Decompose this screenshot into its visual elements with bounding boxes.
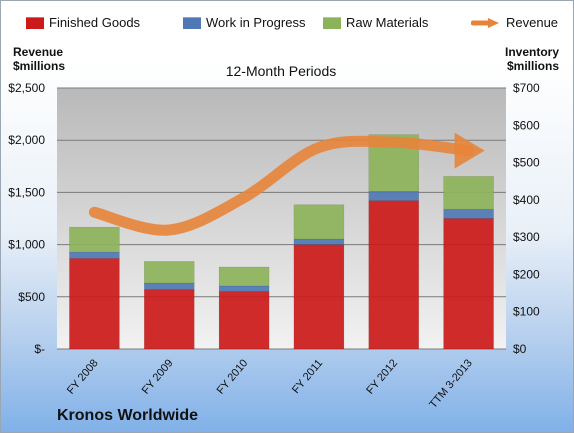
legend-swatch — [470, 17, 501, 29]
legend-item-raw-materials: Raw Materials — [323, 15, 428, 30]
right-tick-label: $100 — [513, 305, 540, 319]
right-axis-title-line1: Inventory — [504, 45, 559, 59]
left-tick-label: $- — [34, 342, 45, 356]
right-tick-label: $500 — [513, 156, 540, 170]
revenue-line — [88, 135, 475, 236]
right-tick-label: $600 — [513, 118, 540, 132]
bar-finished-goods — [443, 218, 494, 350]
bar-raw-materials — [293, 204, 345, 240]
bar-work-in-progress — [218, 285, 270, 292]
left-axis-title: Revenue $millions — [13, 45, 65, 73]
bar-work-in-progress — [144, 282, 195, 290]
category-label: FY 2009 — [140, 357, 176, 396]
right-tick-label: $0 — [513, 342, 527, 356]
bar-work-in-progress — [293, 238, 345, 245]
right-tick-label: $700 — [513, 81, 540, 95]
category-label: FY 2011 — [290, 357, 325, 396]
revenue-arrowhead — [454, 132, 485, 169]
bar-work-in-progress — [368, 191, 419, 201]
legend-label: Raw Materials — [346, 15, 429, 30]
bar-work-in-progress — [69, 251, 120, 259]
chart-subtitle: 12-Month Periods — [225, 63, 337, 79]
left-tick-label: $2,000 — [8, 133, 45, 147]
legend-swatch — [323, 16, 341, 29]
legend-swatch — [183, 16, 201, 29]
bar-raw-materials — [443, 176, 494, 210]
category-label: TTM 3-2013 — [427, 357, 475, 411]
right-tick-label: $200 — [513, 267, 540, 281]
bar-raw-materials — [69, 226, 120, 253]
left-tick-label: $500 — [18, 290, 45, 304]
legend-label: Finished Goods — [49, 15, 141, 30]
bar-finished-goods — [144, 289, 195, 350]
right-tick-label: $400 — [513, 193, 540, 207]
right-tick-label: $300 — [513, 230, 540, 244]
legend-item-finished-goods: Finished Goods — [26, 15, 140, 30]
right-axis-title: Inventory $millions — [505, 45, 559, 73]
bar-raw-materials — [218, 266, 270, 287]
bar-finished-goods — [69, 258, 120, 350]
bar-work-in-progress — [443, 208, 494, 219]
bar-finished-goods — [293, 244, 345, 350]
left-tick-label: $1,500 — [8, 185, 45, 199]
plot-area — [57, 88, 506, 349]
legend: Finished Goods Work in Progress Raw Materi… — [1, 15, 573, 33]
legend-label: Revenue — [506, 15, 559, 30]
left-tick-label: $1,000 — [8, 238, 45, 252]
legend-item-work-in-progress: Work in Progress — [183, 15, 305, 30]
category-label: FY 2008 — [65, 357, 101, 396]
category-label: FY 2012 — [364, 357, 400, 396]
category-label: FY 2010 — [215, 357, 251, 396]
legend-item-revenue: Revenue — [470, 15, 559, 30]
left-axis-title-line1: Revenue — [13, 45, 64, 59]
legend-swatch — [26, 16, 44, 29]
left-axis-title-line2: $millions — [13, 59, 66, 73]
bar-finished-goods — [218, 290, 270, 350]
right-axis-title-line2: $millions — [506, 59, 559, 73]
left-tick-label: $2,500 — [8, 81, 45, 95]
bar-finished-goods — [368, 200, 419, 350]
company-name: Kronos Worldwide — [57, 407, 199, 424]
bar-raw-materials — [144, 261, 195, 284]
legend-label: Work in Progress — [206, 15, 306, 30]
